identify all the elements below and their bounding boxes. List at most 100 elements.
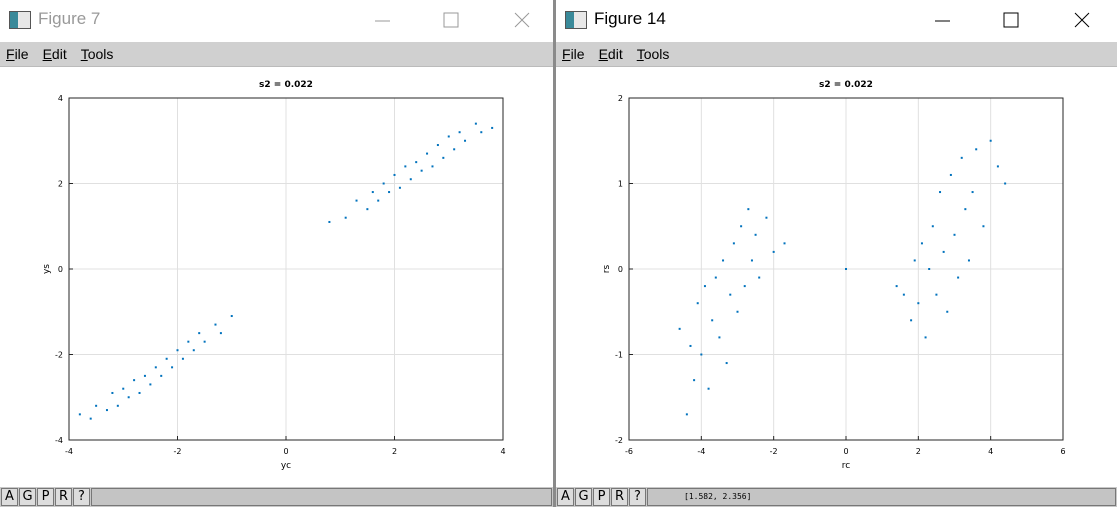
y-tick-label: 0 [58, 265, 63, 274]
point [192, 349, 195, 352]
x-tick-label: 4 [988, 447, 993, 456]
point [957, 276, 960, 279]
point [678, 327, 681, 330]
point [975, 148, 978, 151]
y-tick-label: 4 [58, 94, 63, 103]
tool-button[interactable]: ? [73, 488, 90, 506]
y-tick-label: 2 [58, 180, 63, 189]
point [398, 186, 401, 189]
menu-item[interactable]: File [562, 46, 585, 62]
point [996, 165, 999, 168]
app-icon [565, 11, 587, 29]
point [960, 156, 963, 159]
y-axis-label: ys [42, 264, 52, 274]
x-tick-label: -4 [697, 447, 705, 456]
point [453, 148, 456, 151]
title-bar: Figure 14 [556, 0, 1117, 42]
x-tick-label: 0 [283, 447, 288, 456]
y-axis-label: rs [602, 264, 612, 273]
tool-button[interactable]: R [611, 488, 628, 506]
point [736, 310, 739, 313]
point [371, 191, 374, 194]
y-tick-label: -4 [55, 436, 63, 445]
y-tick-label: -1 [615, 351, 623, 360]
point [949, 173, 952, 176]
point [946, 310, 949, 313]
menu-bar: File Edit Tools [556, 42, 1117, 67]
y-tick-label: 2 [618, 94, 623, 103]
point [964, 208, 967, 211]
point [436, 144, 439, 147]
point [382, 182, 385, 185]
tool-button[interactable]: A [1, 488, 18, 506]
point [703, 285, 706, 288]
menu-item[interactable]: Tools [80, 46, 114, 62]
point [404, 165, 407, 168]
point [700, 353, 703, 356]
toolbar: A G P R? [1.582, 2.356] [556, 487, 1117, 507]
point [693, 379, 696, 382]
window-title: Figure 14 [594, 9, 666, 28]
point [198, 332, 201, 335]
point [895, 285, 898, 288]
x-tick-label: 4 [500, 447, 505, 456]
window-controls[interactable] [360, 0, 553, 42]
window-controls[interactable] [924, 0, 1117, 42]
tool-button[interactable]: R [55, 488, 72, 506]
point [750, 259, 753, 262]
point [442, 156, 445, 159]
tool-button[interactable]: A [557, 488, 574, 506]
point [409, 178, 412, 181]
point [725, 362, 728, 365]
title-bar: Figure 7 [0, 0, 553, 42]
point [181, 357, 184, 360]
point [344, 216, 347, 219]
point [758, 276, 761, 279]
point [214, 323, 217, 326]
point [931, 225, 934, 228]
tool-button[interactable]: G [19, 488, 36, 506]
point [187, 340, 190, 343]
point [491, 126, 494, 129]
point [924, 336, 927, 339]
y-tick-label: -2 [55, 351, 63, 360]
point [474, 122, 477, 125]
point [165, 357, 168, 360]
figure: -6 -4 -2 0 2 4 6 -2 -1 0 1 2 s2 = 0.022 rc rs [602, 80, 1066, 471]
x-tick-label: 0 [843, 447, 848, 456]
point [355, 199, 358, 202]
menu-item[interactable]: Edit [42, 46, 67, 62]
point [420, 169, 423, 172]
x-tick-label: -6 [625, 447, 633, 456]
toolbar: A G P R? [0, 487, 553, 507]
point [953, 233, 956, 236]
x-tick-label: -4 [65, 447, 73, 456]
point [765, 216, 768, 219]
tool-button[interactable]: G [575, 488, 592, 506]
point [689, 344, 692, 347]
point [431, 165, 434, 168]
menu-item[interactable]: Tools [636, 46, 670, 62]
status-field [91, 488, 552, 506]
tool-button[interactable]: P [37, 488, 54, 506]
point [971, 191, 974, 194]
point [138, 391, 141, 394]
x-tick-label: -2 [174, 447, 182, 456]
point [845, 268, 847, 270]
point [920, 242, 923, 245]
point [447, 135, 450, 138]
point [740, 225, 743, 228]
status-field: [1.582, 2.356] [647, 488, 1116, 506]
menu-item[interactable]: Edit [598, 46, 623, 62]
tool-button[interactable]: P [593, 488, 610, 506]
point [366, 208, 369, 211]
point [939, 191, 942, 194]
point [127, 396, 130, 399]
tool-button[interactable]: ? [629, 488, 646, 506]
point [967, 259, 970, 262]
menu-item[interactable]: File [6, 46, 29, 62]
x-axis-label: rc [842, 461, 851, 471]
point [917, 302, 920, 305]
app-icon [9, 11, 31, 29]
